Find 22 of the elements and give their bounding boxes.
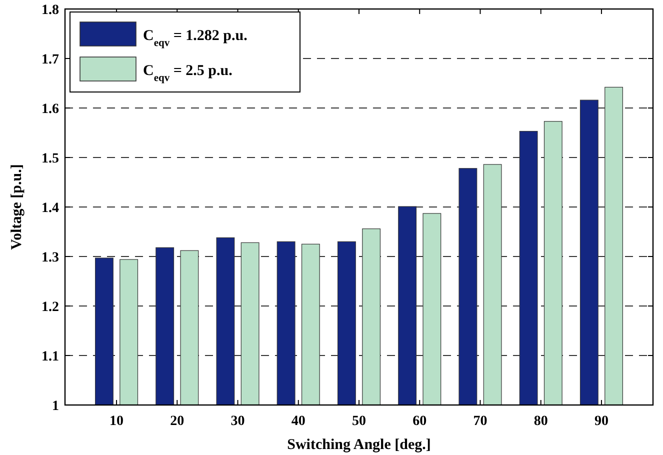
x-axis-title: Switching Angle [deg.] [287,437,431,453]
y-tick-label: 1.7 [42,52,59,68]
y-tick-label: 1.6 [42,102,59,117]
y-tick-label: 1.2 [42,300,59,315]
x-tick-label: 70 [473,414,488,429]
x-tick-label: 90 [594,414,608,429]
y-tick-label: 1.1 [42,349,59,364]
y-tick-label: 1.3 [42,250,59,266]
x-tick-label: 50 [352,414,366,429]
x-tick-label: 80 [534,414,548,429]
y-tick-label: 1.5 [42,151,59,166]
x-tick-label: 60 [412,414,427,429]
y-tick-label: 1.4 [42,200,59,216]
y-axis-title: Voltage [p.u.] [9,164,25,250]
y-tick-label: 1.8 [42,2,59,18]
x-tick-label: 40 [291,414,306,429]
legend-label: C$_{eqv}$ = 1.282 p.u. [143,28,248,48]
x-tick-label: 30 [230,414,245,429]
y-tick-label: 1 [52,398,59,414]
x-tick-label: 20 [170,414,184,429]
legend-label: C$_{eqv}$ = 2.5 p.u. [143,63,233,84]
x-tick-label: 10 [110,414,124,429]
